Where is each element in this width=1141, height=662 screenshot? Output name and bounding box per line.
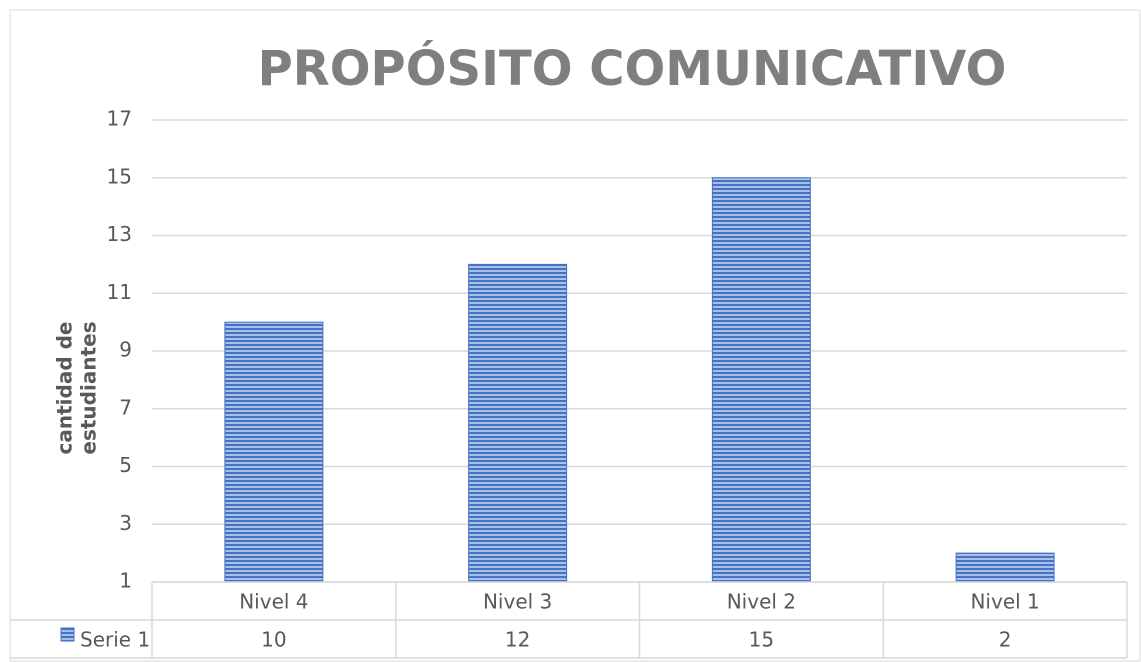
- x-tick-label: Nivel 4: [239, 590, 308, 614]
- bar: [224, 321, 324, 583]
- y-tick-label: 5: [119, 453, 132, 477]
- x-tick-label: Nivel 3: [483, 590, 552, 614]
- y-tick-label: 17: [107, 107, 132, 131]
- bar: [955, 552, 1055, 583]
- chart-frame: [9, 9, 1141, 662]
- x-tick-label: Nivel 2: [727, 590, 796, 614]
- legend-label: Serie 1: [80, 628, 150, 652]
- bar: [468, 263, 568, 583]
- y-tick-label: 7: [119, 395, 132, 419]
- y-tick-label: 11: [107, 280, 132, 304]
- legend-swatch: [60, 627, 75, 642]
- table-value: 12: [505, 628, 530, 652]
- y-tick-label: 15: [107, 164, 132, 188]
- y-tick-label: 13: [107, 222, 132, 246]
- chart-title: PROPÓSITO COMUNICATIVO: [258, 40, 1007, 97]
- table-value: 2: [999, 628, 1012, 652]
- table-value: 10: [261, 628, 286, 652]
- y-tick-label: 1: [119, 569, 132, 593]
- y-axis-label: estudiantes: [77, 321, 101, 454]
- y-axis-label: cantidad de: [53, 322, 77, 455]
- y-tick-label: 3: [119, 511, 132, 535]
- x-tick-label: Nivel 1: [970, 590, 1039, 614]
- bar: [711, 177, 811, 583]
- y-tick-label: 9: [119, 338, 132, 362]
- table-value: 15: [749, 628, 774, 652]
